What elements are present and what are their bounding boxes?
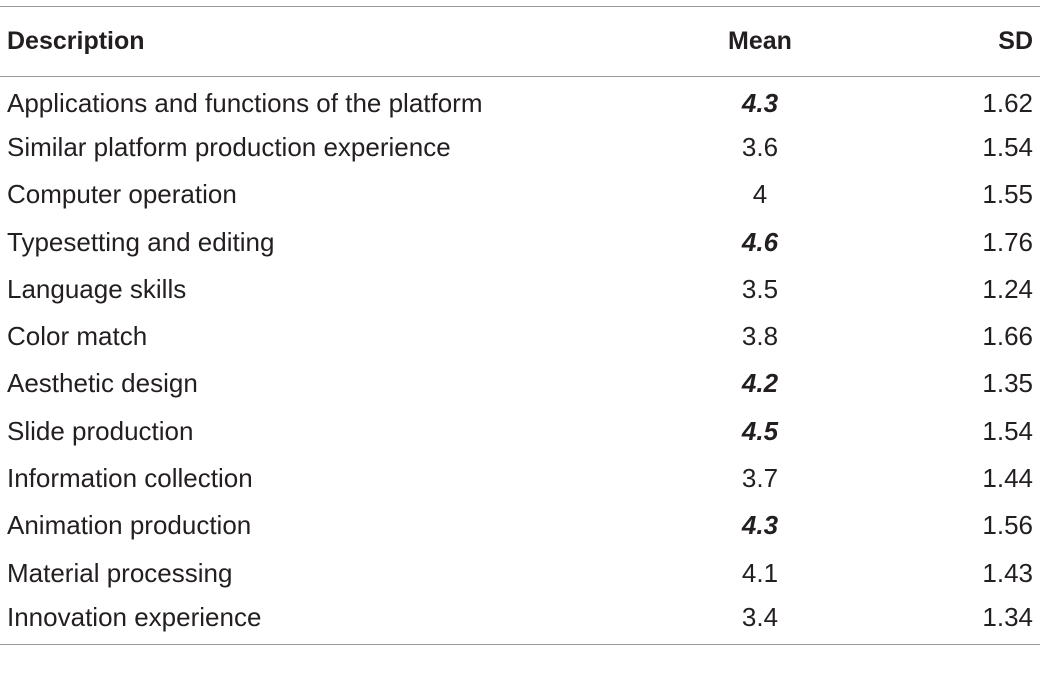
cell-mean: 3.7 [741, 463, 779, 494]
table-body: Applications and functions of the platfo… [0, 77, 1040, 645]
table-row: Similar platform production experience 3… [0, 124, 1040, 171]
cell-mean: 3.4 [741, 601, 779, 632]
cell-description: Aesthetic design [7, 368, 198, 399]
cell-mean: 3.5 [741, 273, 779, 304]
cell-description: Applications and functions of the platfo… [7, 87, 483, 118]
cell-sd: 1.54 [982, 415, 1033, 446]
cell-sd: 1.35 [982, 368, 1033, 399]
header-mean: Mean [728, 27, 792, 55]
cell-description: Color match [7, 321, 148, 352]
table-header: Description Mean SD [0, 6, 1040, 77]
cell-sd: 1.24 [982, 273, 1033, 304]
cell-sd: 1.43 [982, 557, 1033, 588]
cell-sd: 1.44 [982, 463, 1033, 494]
table-row: Language skills 3.5 1.24 [0, 266, 1040, 313]
cell-description: Typesetting and editing [7, 226, 275, 257]
header-row: Description Mean SD [0, 6, 1040, 77]
cell-mean: 4.6 [741, 226, 779, 257]
cell-description: Slide production [7, 415, 194, 446]
table-row: Material processing 4.1 1.43 [0, 549, 1040, 596]
table-row: Applications and functions of the platfo… [0, 77, 1040, 124]
cell-mean: 4.1 [741, 557, 779, 588]
cell-mean: 4.3 [741, 510, 779, 541]
cell-mean: 4.2 [741, 368, 779, 399]
cell-description: Information collection [7, 463, 253, 494]
cell-sd: 1.66 [982, 321, 1033, 352]
cell-description: Animation production [7, 510, 252, 541]
table-row: Color match 3.8 1.66 [0, 313, 1040, 360]
cell-sd: 1.55 [982, 179, 1033, 210]
cell-mean: 4 [752, 179, 768, 210]
table-row: Innovation experience 3.4 1.34 [0, 597, 1040, 645]
cell-mean: 4.3 [741, 87, 779, 118]
cell-sd: 1.34 [982, 601, 1033, 632]
table-row: Typesetting and editing 4.6 1.76 [0, 218, 1040, 265]
table-row: Computer operation 4 1.55 [0, 171, 1040, 218]
header-sd: SD [998, 27, 1033, 55]
cell-sd: 1.76 [982, 226, 1033, 257]
cell-description: Language skills [7, 273, 187, 304]
cell-description: Material processing [7, 557, 233, 588]
cell-sd: 1.54 [982, 131, 1033, 162]
table-row: Animation production 4.3 1.56 [0, 502, 1040, 549]
cell-sd: 1.62 [982, 87, 1033, 118]
table-row: Aesthetic design 4.2 1.35 [0, 360, 1040, 407]
skills-table: Description Mean SD Applications and fun… [0, 6, 1040, 645]
table-row: Information collection 3.7 1.44 [0, 455, 1040, 502]
cell-mean: 3.6 [741, 131, 779, 162]
cell-description: Innovation experience [7, 601, 262, 632]
cell-description: Computer operation [7, 179, 237, 210]
cell-sd: 1.56 [982, 510, 1033, 541]
cell-mean: 3.8 [741, 321, 779, 352]
cell-description: Similar platform production experience [7, 131, 451, 162]
header-description: Description [7, 27, 145, 55]
table-row: Slide production 4.5 1.54 [0, 408, 1040, 455]
cell-mean: 4.5 [741, 415, 779, 446]
